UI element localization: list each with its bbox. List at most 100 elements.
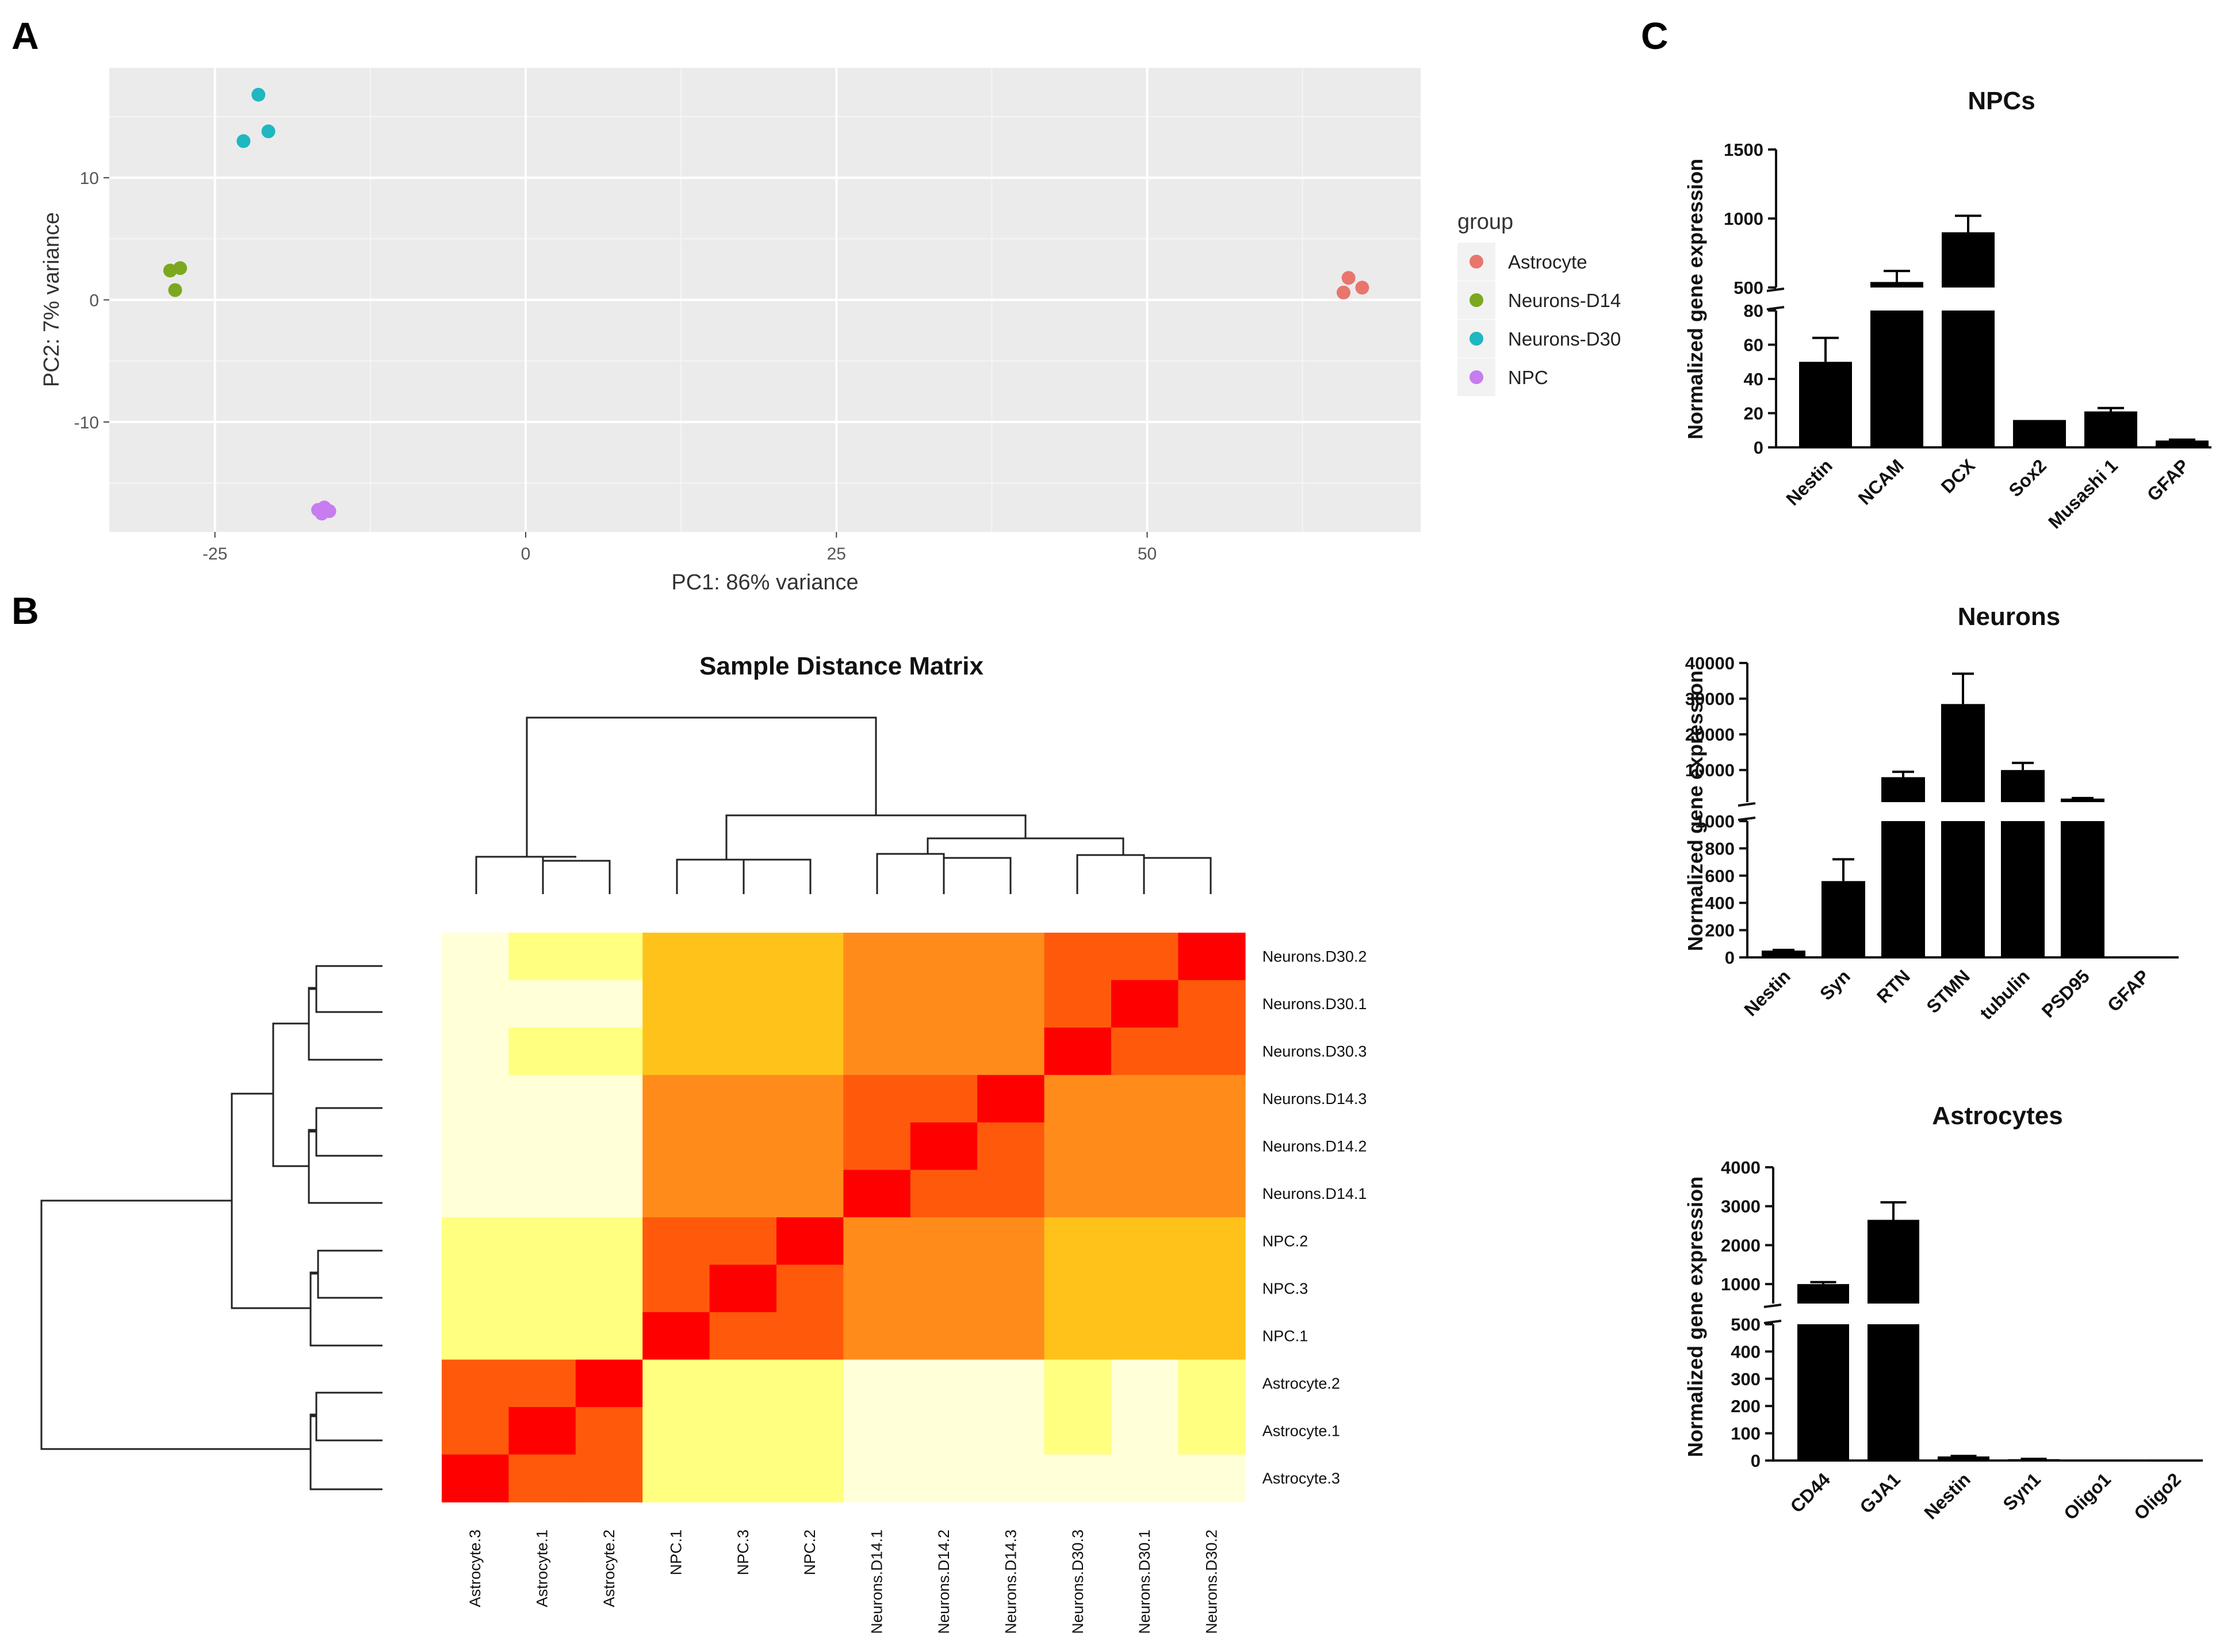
heatmap-cell — [1044, 1170, 1112, 1218]
legend-label-npc: NPC — [1508, 367, 1548, 388]
y-tick-label: 2000 — [1721, 1235, 1761, 1255]
heatmap-row-label: NPC.3 — [1262, 1280, 1308, 1297]
bar-cd44-upper — [1797, 1284, 1849, 1304]
heatmap-cell — [575, 1312, 643, 1360]
y-tick-label: 0 — [1725, 948, 1735, 968]
y-tick-label: 60 — [1744, 335, 1763, 355]
heatmap-cell — [1044, 1217, 1112, 1266]
bar-psd95 — [2061, 821, 2104, 957]
heatmap-cell — [977, 1264, 1045, 1313]
y-tick-label: 0 — [1751, 1451, 1761, 1471]
heatmap-cell — [709, 1264, 777, 1313]
heatmap-cell — [642, 1454, 710, 1502]
pca-y-tick-label: 10 — [80, 169, 99, 188]
legend-key-neurons-d30 — [1470, 332, 1483, 346]
pca-point-neurons-d30 — [236, 134, 251, 148]
heatmap-cell — [575, 1407, 643, 1455]
heatmap-cell — [508, 933, 576, 981]
heatmap-cell — [442, 933, 510, 981]
heatmap-cell — [843, 980, 911, 1028]
heatmap-column-label: Neurons.D14.1 — [868, 1530, 886, 1634]
category-label: tubulin — [1976, 965, 2034, 1024]
pca-point-astrocyte — [1355, 281, 1369, 295]
heatmap-cell — [910, 1122, 978, 1171]
gene-expression-bar-charts: NPCs Normalized gene expression 0 20 40 60 80 5… — [1683, 87, 2211, 1524]
heatmap-cell — [910, 1028, 978, 1076]
heatmap-cell — [709, 1312, 777, 1360]
heatmap-cell — [642, 1264, 710, 1313]
category-label: CD44 — [1786, 1469, 1834, 1516]
heatmap-cell — [575, 980, 643, 1028]
heatmap-cell — [1044, 1075, 1112, 1123]
heatmap-cell — [843, 1122, 911, 1171]
heatmap-column-label: Astrocyte.2 — [600, 1530, 618, 1607]
bar-nestin — [1762, 950, 1805, 957]
heatmap-cell — [709, 1359, 777, 1408]
heatmap-cell — [1111, 1264, 1179, 1313]
legend-label-neurons-d30: Neurons-D30 — [1508, 328, 1621, 350]
heatmap-cell — [1178, 1028, 1246, 1076]
category-label: Nestin — [1782, 455, 1836, 509]
bar-ncam — [1870, 311, 1923, 447]
heatmap-cell — [709, 1075, 777, 1123]
heatmap-cell — [642, 980, 710, 1028]
heatmap-cell — [709, 1028, 777, 1076]
heatmap-row-label: Astrocyte.3 — [1262, 1470, 1340, 1487]
y-tick-label: 3000 — [1721, 1197, 1761, 1217]
heatmap-cell — [776, 980, 844, 1028]
heatmap-cell — [508, 1312, 576, 1360]
heatmap-cell — [776, 1454, 844, 1502]
heatmap-cell — [709, 1407, 777, 1455]
heatmap-cell — [1178, 1264, 1246, 1313]
heatmap-row-label: NPC.2 — [1262, 1232, 1308, 1249]
heatmap-row-label: Neurons.D30.2 — [1262, 948, 1367, 965]
bar-chart-npcs: NPCs Normalized gene expression 0 20 40 60 80 5… — [1683, 87, 2211, 532]
heatmap-cell — [442, 1454, 510, 1502]
bar-dcx — [1942, 311, 1995, 447]
bar-sox2 — [2013, 420, 2066, 447]
y-tick-label: 1000 — [1724, 209, 1763, 229]
y-tick-label: 300 — [1731, 1369, 1761, 1389]
bar-chart-y-axis-title: Normalized gene expression — [1683, 1176, 1707, 1457]
heatmap-cell — [1044, 1122, 1112, 1171]
heatmap-cell — [776, 1217, 844, 1266]
heatmap-cell — [575, 1028, 643, 1076]
heatmap-cell — [508, 1407, 576, 1455]
heatmap-cell — [642, 933, 710, 981]
heatmap-cell — [1111, 1454, 1179, 1502]
heatmap-column-label: Neurons.D30.3 — [1069, 1530, 1086, 1634]
heatmap-cell — [709, 1170, 777, 1218]
heatmap-cell — [709, 1217, 777, 1266]
heatmap-cell — [642, 1407, 710, 1455]
y-tick-label: 500 — [1731, 1314, 1761, 1335]
heatmap-cell — [977, 1028, 1045, 1076]
heatmap-cell — [709, 1122, 777, 1171]
heatmap-cell — [1111, 933, 1179, 981]
y-tick-label: 10000 — [1685, 760, 1735, 780]
y-tick-label: 100 — [1731, 1424, 1761, 1444]
column-dendrogram — [475, 716, 1212, 894]
heatmap-cell — [442, 1028, 510, 1076]
heatmap-cell — [442, 1359, 510, 1408]
category-label: GJA1 — [1855, 1469, 1904, 1517]
row-dendrogram — [40, 965, 382, 1490]
heatmap-cell — [910, 1359, 978, 1408]
y-tick-label: 30000 — [1685, 689, 1735, 709]
heatmap-cell — [1111, 980, 1179, 1028]
heatmap-cell — [776, 1122, 844, 1171]
bar-gja1 — [1868, 1324, 1919, 1461]
category-label: Oligo2 — [2130, 1469, 2185, 1524]
heatmap-cell — [442, 1075, 510, 1123]
y-tick-label: 20000 — [1685, 725, 1735, 745]
pca-point-neurons-d30 — [261, 124, 275, 139]
pca-x-tick-label: 0 — [521, 545, 531, 564]
bar-chart-y-axis-title: Normalized gene expression — [1683, 670, 1707, 951]
heatmap-cell — [508, 1454, 576, 1502]
heatmap-cell — [910, 1075, 978, 1123]
heatmap-cell — [575, 1217, 643, 1266]
legend-label-neurons-d14: Neurons-D14 — [1508, 290, 1621, 311]
heatmap-cell — [977, 1359, 1045, 1408]
heatmap-cell — [1044, 1407, 1112, 1455]
heatmap-cell — [1178, 980, 1246, 1028]
heatmap-cell — [1044, 1264, 1112, 1313]
